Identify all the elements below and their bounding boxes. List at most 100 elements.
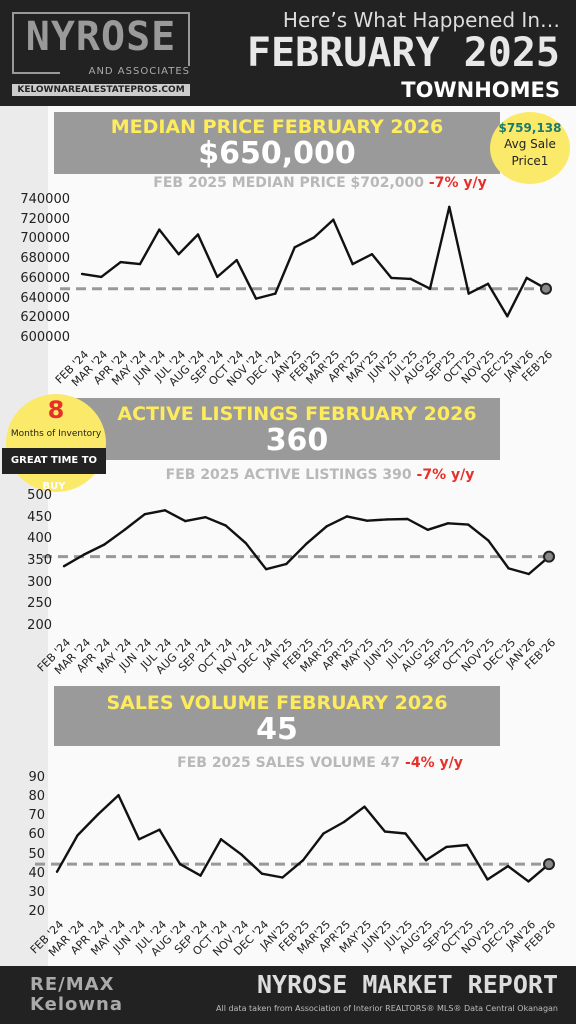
header-month: FEBRUARY 2025 <box>246 30 560 76</box>
data-point <box>383 830 387 833</box>
data-point <box>235 258 238 262</box>
inventory-value: 8 <box>47 396 65 424</box>
data-point <box>506 864 510 868</box>
data-point <box>199 874 202 877</box>
y-tick-label: 80 <box>28 789 45 805</box>
data-point <box>158 828 161 831</box>
data-point <box>281 876 284 879</box>
median-value: $650,000 <box>198 136 356 171</box>
data-point <box>466 523 470 526</box>
sales-change: -4% y/y <box>405 755 463 771</box>
data-point <box>351 262 354 266</box>
y-tick-label: 300 <box>27 574 52 590</box>
data-point <box>216 275 219 279</box>
brand-name: RE/MAX <box>30 974 115 995</box>
y-tick-label: 450 <box>27 509 52 525</box>
data-point <box>80 272 84 276</box>
data-point <box>445 845 448 849</box>
logo-url: KELOWNAREALESTATEPROS.COM <box>12 84 190 96</box>
data-point <box>365 519 369 522</box>
y-tick-label: 40 <box>28 865 45 881</box>
data-point <box>370 253 374 256</box>
brand-city: Kelowna <box>30 994 123 1015</box>
data-point <box>487 539 490 542</box>
y-tick-label: 500 <box>27 488 52 503</box>
data-point <box>465 843 469 847</box>
data-point <box>254 297 258 300</box>
footer-bar <box>0 966 576 1024</box>
data-point <box>83 553 86 556</box>
data-point <box>96 813 100 816</box>
avg-sale-badge: $759,138 Avg Sale Price1 <box>490 112 570 184</box>
sales-value: 45 <box>256 712 298 747</box>
y-tick-label: 740000 <box>20 192 70 207</box>
data-point <box>184 519 187 523</box>
data-point <box>525 276 528 280</box>
active-banner: ACTIVE LISTINGS FEBRUARY 2026 360 <box>54 398 500 460</box>
data-point <box>446 522 450 525</box>
data-point <box>224 524 227 527</box>
data-point <box>527 880 530 883</box>
data-point <box>301 859 305 862</box>
current-value-point <box>540 282 552 295</box>
data-point <box>305 542 308 545</box>
content-panel <box>48 106 576 966</box>
y-tick-label: 200 <box>27 618 52 633</box>
data-point <box>404 832 407 835</box>
report-title: NYROSE MARKET REPORT <box>256 970 558 999</box>
y-tick-label: 30 <box>28 884 45 900</box>
data-point <box>424 859 428 862</box>
data-point <box>312 236 316 239</box>
data-point <box>240 853 243 856</box>
data-point <box>428 287 432 290</box>
data-point <box>363 805 366 808</box>
data-point <box>196 233 200 236</box>
data-point <box>62 565 66 568</box>
logo-subtitle: AND ASSOCIATES <box>60 66 190 77</box>
sales-title: SALES VOLUME FEBRUARY 2026 <box>106 692 448 714</box>
median-banner: MEDIAN PRICE FEBRUARY 2026 $650,000 <box>54 112 500 174</box>
data-point <box>178 862 182 866</box>
data-point <box>163 509 167 512</box>
data-point <box>137 838 141 841</box>
median-change: -7% y/y <box>428 175 487 191</box>
current-value-point <box>543 858 555 871</box>
data-point <box>507 567 510 570</box>
data-point <box>409 277 412 281</box>
active-comparison-text: FEB 2025 ACTIVE LISTINGS 390 <box>165 467 412 483</box>
y-tick-label: 720000 <box>20 211 70 227</box>
great-time-badge: GREAT TIME TO BUY <box>2 448 106 492</box>
data-point <box>506 315 509 318</box>
data-point <box>103 543 106 546</box>
data-point <box>117 794 120 797</box>
y-tick-label: 400 <box>27 531 52 547</box>
data-point <box>204 516 207 519</box>
active-change: -7% y/y <box>416 467 475 483</box>
data-point <box>345 515 349 518</box>
avg-sale-value: $759,138 <box>498 121 562 135</box>
data-point <box>76 834 79 837</box>
data-point <box>274 292 277 295</box>
data-source-note: All data taken from Association of Inter… <box>216 1004 558 1013</box>
sales-comparison-text: FEB 2025 SALES VOLUME 47 <box>177 755 401 771</box>
data-point <box>390 276 393 280</box>
data-point <box>285 562 288 566</box>
active-value: 360 <box>265 423 329 458</box>
inventory-label: Months of Inventory <box>10 429 102 439</box>
avg-sale-label-2: Price1 <box>511 154 549 168</box>
data-point <box>55 870 59 873</box>
current-value-point <box>543 550 555 563</box>
y-tick-label: 60 <box>28 827 45 843</box>
data-point <box>486 878 489 881</box>
active-comparison: FEB 2025 ACTIVE LISTINGS 390 -7% y/y <box>80 467 560 483</box>
median-comparison: FEB 2025 MEDIAN PRICE $702,000 -7% y/y <box>80 175 560 191</box>
y-tick-label: 90 <box>28 770 45 785</box>
data-point <box>138 262 142 266</box>
median-comparison-text: FEB 2025 MEDIAN PRICE $702,000 <box>153 175 425 191</box>
data-point <box>219 838 223 841</box>
active-title: ACTIVE LISTINGS FEBRUARY 2026 <box>117 403 477 425</box>
median-title: MEDIAN PRICE FEBRUARY 2026 <box>110 116 444 138</box>
data-point <box>322 832 325 835</box>
